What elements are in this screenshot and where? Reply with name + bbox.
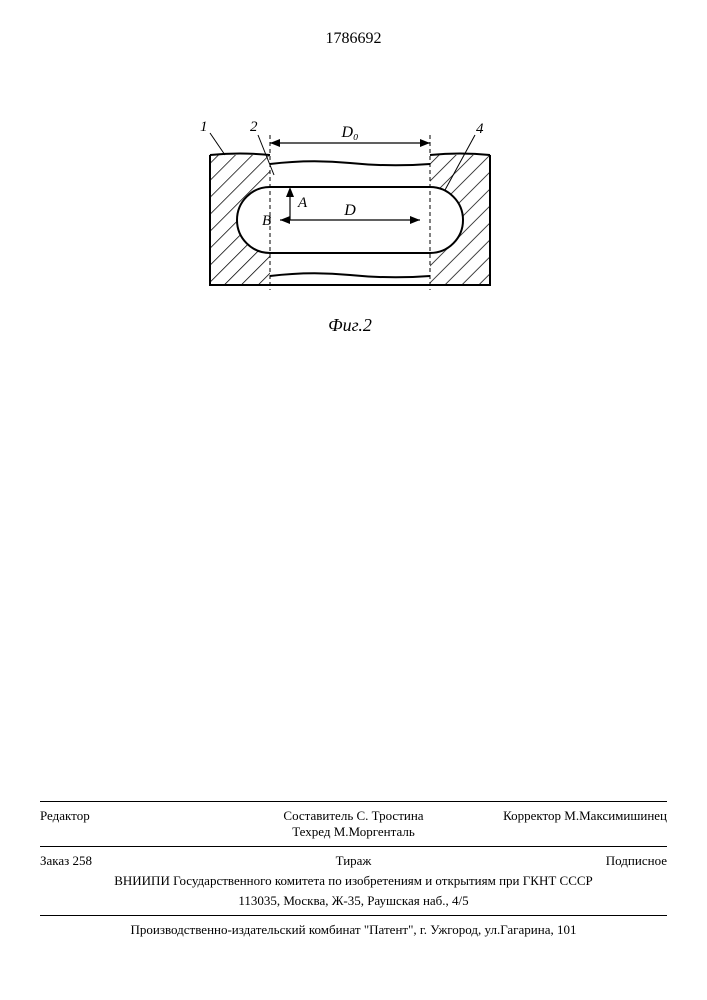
label-d: D (343, 202, 356, 219)
figure-svg: D₀ D A B 1 2 4 (190, 115, 510, 315)
address-line: 113035, Москва, Ж-35, Раушская наб., 4/5 (40, 891, 667, 911)
page-number: 1786692 (0, 30, 707, 48)
order-number: Заказ 258 (40, 853, 249, 869)
label-b: B (262, 213, 271, 229)
editor-label: Редактор (40, 808, 249, 840)
label-ref2: 2 (250, 119, 258, 135)
label-d0: D₀ (340, 124, 358, 141)
figure-2: D₀ D A B 1 2 4 Фиг.2 (190, 115, 510, 345)
corrector: Корректор М.Максимишинец (458, 808, 667, 840)
techred: Техред М.Моргенталь (249, 824, 458, 840)
figure-caption: Фиг.2 (190, 315, 510, 336)
label-a: A (297, 195, 308, 211)
publisher-line: Производственно-издательский комбинат "П… (40, 920, 667, 940)
institute-line: ВНИИПИ Государственного комитета по изоб… (40, 871, 667, 891)
compiler: Составитель С. Тростина (249, 808, 458, 824)
footer-block: Редактор Составитель С. Тростина Техред … (40, 797, 667, 940)
label-ref4: 4 (476, 121, 484, 137)
label-ref1: 1 (200, 119, 208, 135)
tirazh: Тираж (249, 853, 458, 869)
podpisnoe: Подписное (458, 853, 667, 869)
